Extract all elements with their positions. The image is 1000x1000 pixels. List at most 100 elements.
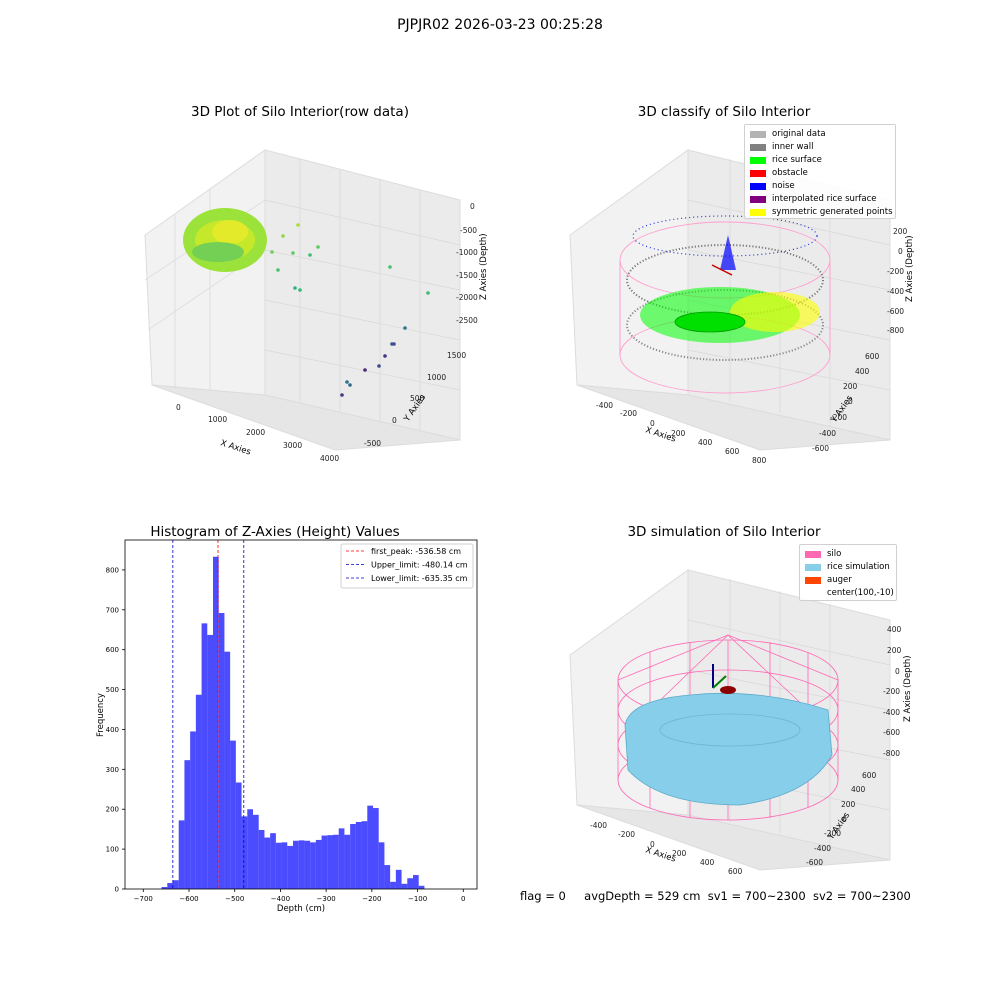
histogram-bar xyxy=(315,839,322,889)
raw-scatter-point xyxy=(298,288,302,292)
histogram-legend-label: Upper_limit: -480.14 cm xyxy=(371,561,468,570)
histogram-bar xyxy=(418,885,425,889)
classify-y-tick: 0 xyxy=(848,397,853,406)
histogram-bar xyxy=(190,731,196,889)
histogram-bar xyxy=(298,840,305,889)
raw-scatter-point xyxy=(363,368,367,372)
classify-x-tick: 600 xyxy=(725,447,740,456)
histogram-bar xyxy=(235,782,242,889)
classify-legend-item: original data xyxy=(750,128,826,140)
histogram-bar xyxy=(407,878,413,889)
raw-z-tick: 0 xyxy=(470,202,475,211)
classify-legend-item: symmetric generated points xyxy=(750,206,893,218)
simulation-auger xyxy=(712,664,736,694)
histogram-x-tick-label: −300 xyxy=(317,895,336,903)
classify-x-tick: 400 xyxy=(698,438,713,447)
simulation-legend-item: rice simulation xyxy=(805,561,890,573)
classify-legend-label: original data xyxy=(772,129,826,139)
simulation-plot-title: 3D simulation of Silo Interior xyxy=(627,524,821,540)
histogram-bar xyxy=(201,623,208,889)
classify-legend-swatch xyxy=(750,182,766,190)
histogram-bar xyxy=(258,829,265,889)
classify-z-label: Z Axies (Depth) xyxy=(905,235,915,302)
simulation-rice-surface xyxy=(624,692,833,806)
classify-z-tick: -600 xyxy=(887,307,904,316)
simulation-z-tick: 0 xyxy=(895,667,900,676)
raw-z-tick: -2000 xyxy=(456,293,478,302)
classify-legend-item: inner wall xyxy=(750,141,813,153)
simulation-z-tick: -200 xyxy=(883,687,900,696)
histogram-y-tick-label: 500 xyxy=(106,686,119,694)
histogram-bar xyxy=(413,875,419,889)
histogram-y-tick-label: 300 xyxy=(106,766,119,774)
classify-x-tick: -200 xyxy=(620,409,637,418)
raw-x-tick: 1000 xyxy=(208,415,227,424)
histogram-axes-frame xyxy=(124,539,478,890)
raw-scatter-point xyxy=(392,342,396,346)
raw-y-tick: -500 xyxy=(364,439,381,448)
histogram-bar xyxy=(304,840,311,889)
histogram-x-label: Depth (cm) xyxy=(277,904,325,914)
histogram-bar xyxy=(253,814,259,889)
simulation-y-tick: 0 xyxy=(842,815,847,824)
simulation-y-tick: -200 xyxy=(824,829,841,838)
histogram-x-tick-label: −400 xyxy=(271,895,290,903)
raw-3d-plot: 0 1000 2000 3000 4000 -500 0 500 1000 15… xyxy=(144,149,489,463)
simulation-legend-label: center(100,-10) xyxy=(827,588,894,598)
histogram-bar xyxy=(373,808,379,889)
raw-z-tick: -1000 xyxy=(456,248,478,257)
raw-scatter-point xyxy=(426,291,430,295)
raw-y-tick: 500 xyxy=(410,394,425,403)
classify-legend-label: rice surface xyxy=(772,155,822,165)
histogram-bar xyxy=(310,842,316,889)
simulation-z-tick: -400 xyxy=(883,708,900,717)
raw-x-tick: 0 xyxy=(176,403,181,412)
simulation-y-tick: -400 xyxy=(814,844,831,853)
simulation-legend-swatch xyxy=(805,563,821,571)
histogram-bar xyxy=(355,821,362,889)
histogram-bar xyxy=(184,760,191,889)
classify-legend-label: noise xyxy=(772,181,795,191)
simulation-legend-label: rice simulation xyxy=(827,562,890,572)
histogram-y-tick-label: 100 xyxy=(106,846,119,854)
histogram-bar xyxy=(167,883,173,889)
classify-x-tick: -400 xyxy=(596,401,613,410)
raw-scatter-points xyxy=(270,223,430,397)
histogram-bar xyxy=(161,887,168,889)
classify-y-tick: 400 xyxy=(855,367,870,376)
histogram-bar xyxy=(293,840,299,889)
raw-x-tick: 3000 xyxy=(283,441,302,450)
classify-legend-label: interpolated rice surface xyxy=(772,194,877,204)
classify-y-tick: 200 xyxy=(843,382,858,391)
simulation-z-tick: -800 xyxy=(883,749,900,758)
classify-legend-item: rice surface xyxy=(750,154,822,166)
classify-legend-item: noise xyxy=(750,180,795,192)
histogram-bar xyxy=(224,651,231,889)
simulation-3d-plot: -400 -200 0 200 400 600 -600 -400 -200 0… xyxy=(569,569,913,876)
histogram-legend-label: first_peak: -536.58 cm xyxy=(371,547,461,556)
raw-scatter-point xyxy=(345,380,349,384)
simulation-y-tick: 400 xyxy=(851,785,866,794)
classify-z-tick: -800 xyxy=(887,326,904,335)
raw-scatter-point xyxy=(308,253,312,257)
simulation-x-tick: 0 xyxy=(650,840,655,849)
raw-scatter-point xyxy=(270,250,274,254)
histogram-bar xyxy=(401,883,408,889)
raw-scatter-point xyxy=(316,245,320,249)
simulation-x-tick: -200 xyxy=(618,830,635,839)
histogram-bar xyxy=(344,834,351,889)
raw-z-tick: -2500 xyxy=(456,316,478,325)
histogram-x-tick-label: −100 xyxy=(408,895,427,903)
classify-legend-label: symmetric generated points xyxy=(772,207,893,217)
raw-scatter-point xyxy=(340,393,344,397)
histogram-y-tick-label: 200 xyxy=(106,806,119,814)
simulation-x-tick: 600 xyxy=(728,867,743,876)
classify-y-tick: -200 xyxy=(830,413,847,422)
histogram-bar xyxy=(241,816,248,889)
classify-z-tick: 200 xyxy=(893,227,908,236)
simulation-legend-item: center(100,-10) xyxy=(805,587,894,599)
raw-plot-title: 3D Plot of Silo Interior(row data) xyxy=(191,104,409,120)
histogram-y-tick-label: 400 xyxy=(106,726,119,734)
histogram-bar xyxy=(173,880,179,889)
raw-z-tick: -1500 xyxy=(456,271,478,280)
